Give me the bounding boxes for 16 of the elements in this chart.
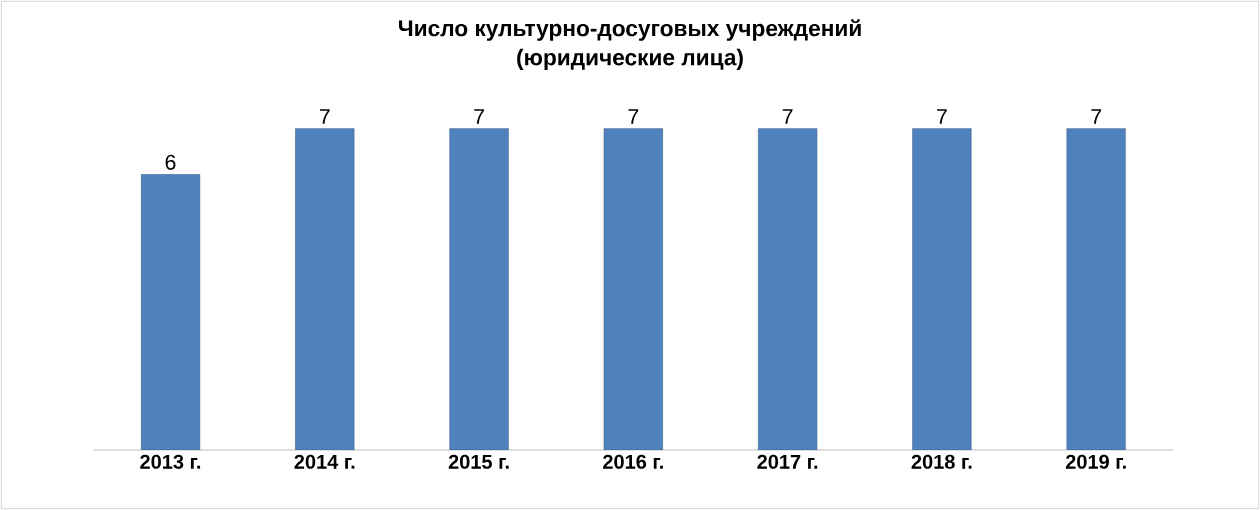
data-label: 7 (474, 109, 484, 124)
data-label: 6 (165, 154, 176, 170)
x-tick-label: 2016 г. (603, 454, 663, 469)
x-tick-label: 2013 г. (140, 454, 201, 469)
chart-subtitle: (юридические лица) (517, 48, 743, 70)
x-tick-label: 2015 г. (448, 454, 509, 469)
data-label: 7 (319, 109, 330, 124)
data-label: 7 (937, 109, 947, 124)
chart-title: Число культурно-досуговых учреждений (398, 19, 861, 41)
x-tick-label: 2014 г. (294, 454, 355, 469)
x-tick-label: 2017 г. (757, 454, 818, 469)
x-tick-label: 2018 г. (911, 454, 972, 469)
x-tick-label: 2019 г. (1065, 454, 1126, 469)
data-label: 7 (1091, 109, 1102, 124)
data-label: 7 (628, 109, 639, 124)
data-label: 7 (782, 109, 793, 124)
